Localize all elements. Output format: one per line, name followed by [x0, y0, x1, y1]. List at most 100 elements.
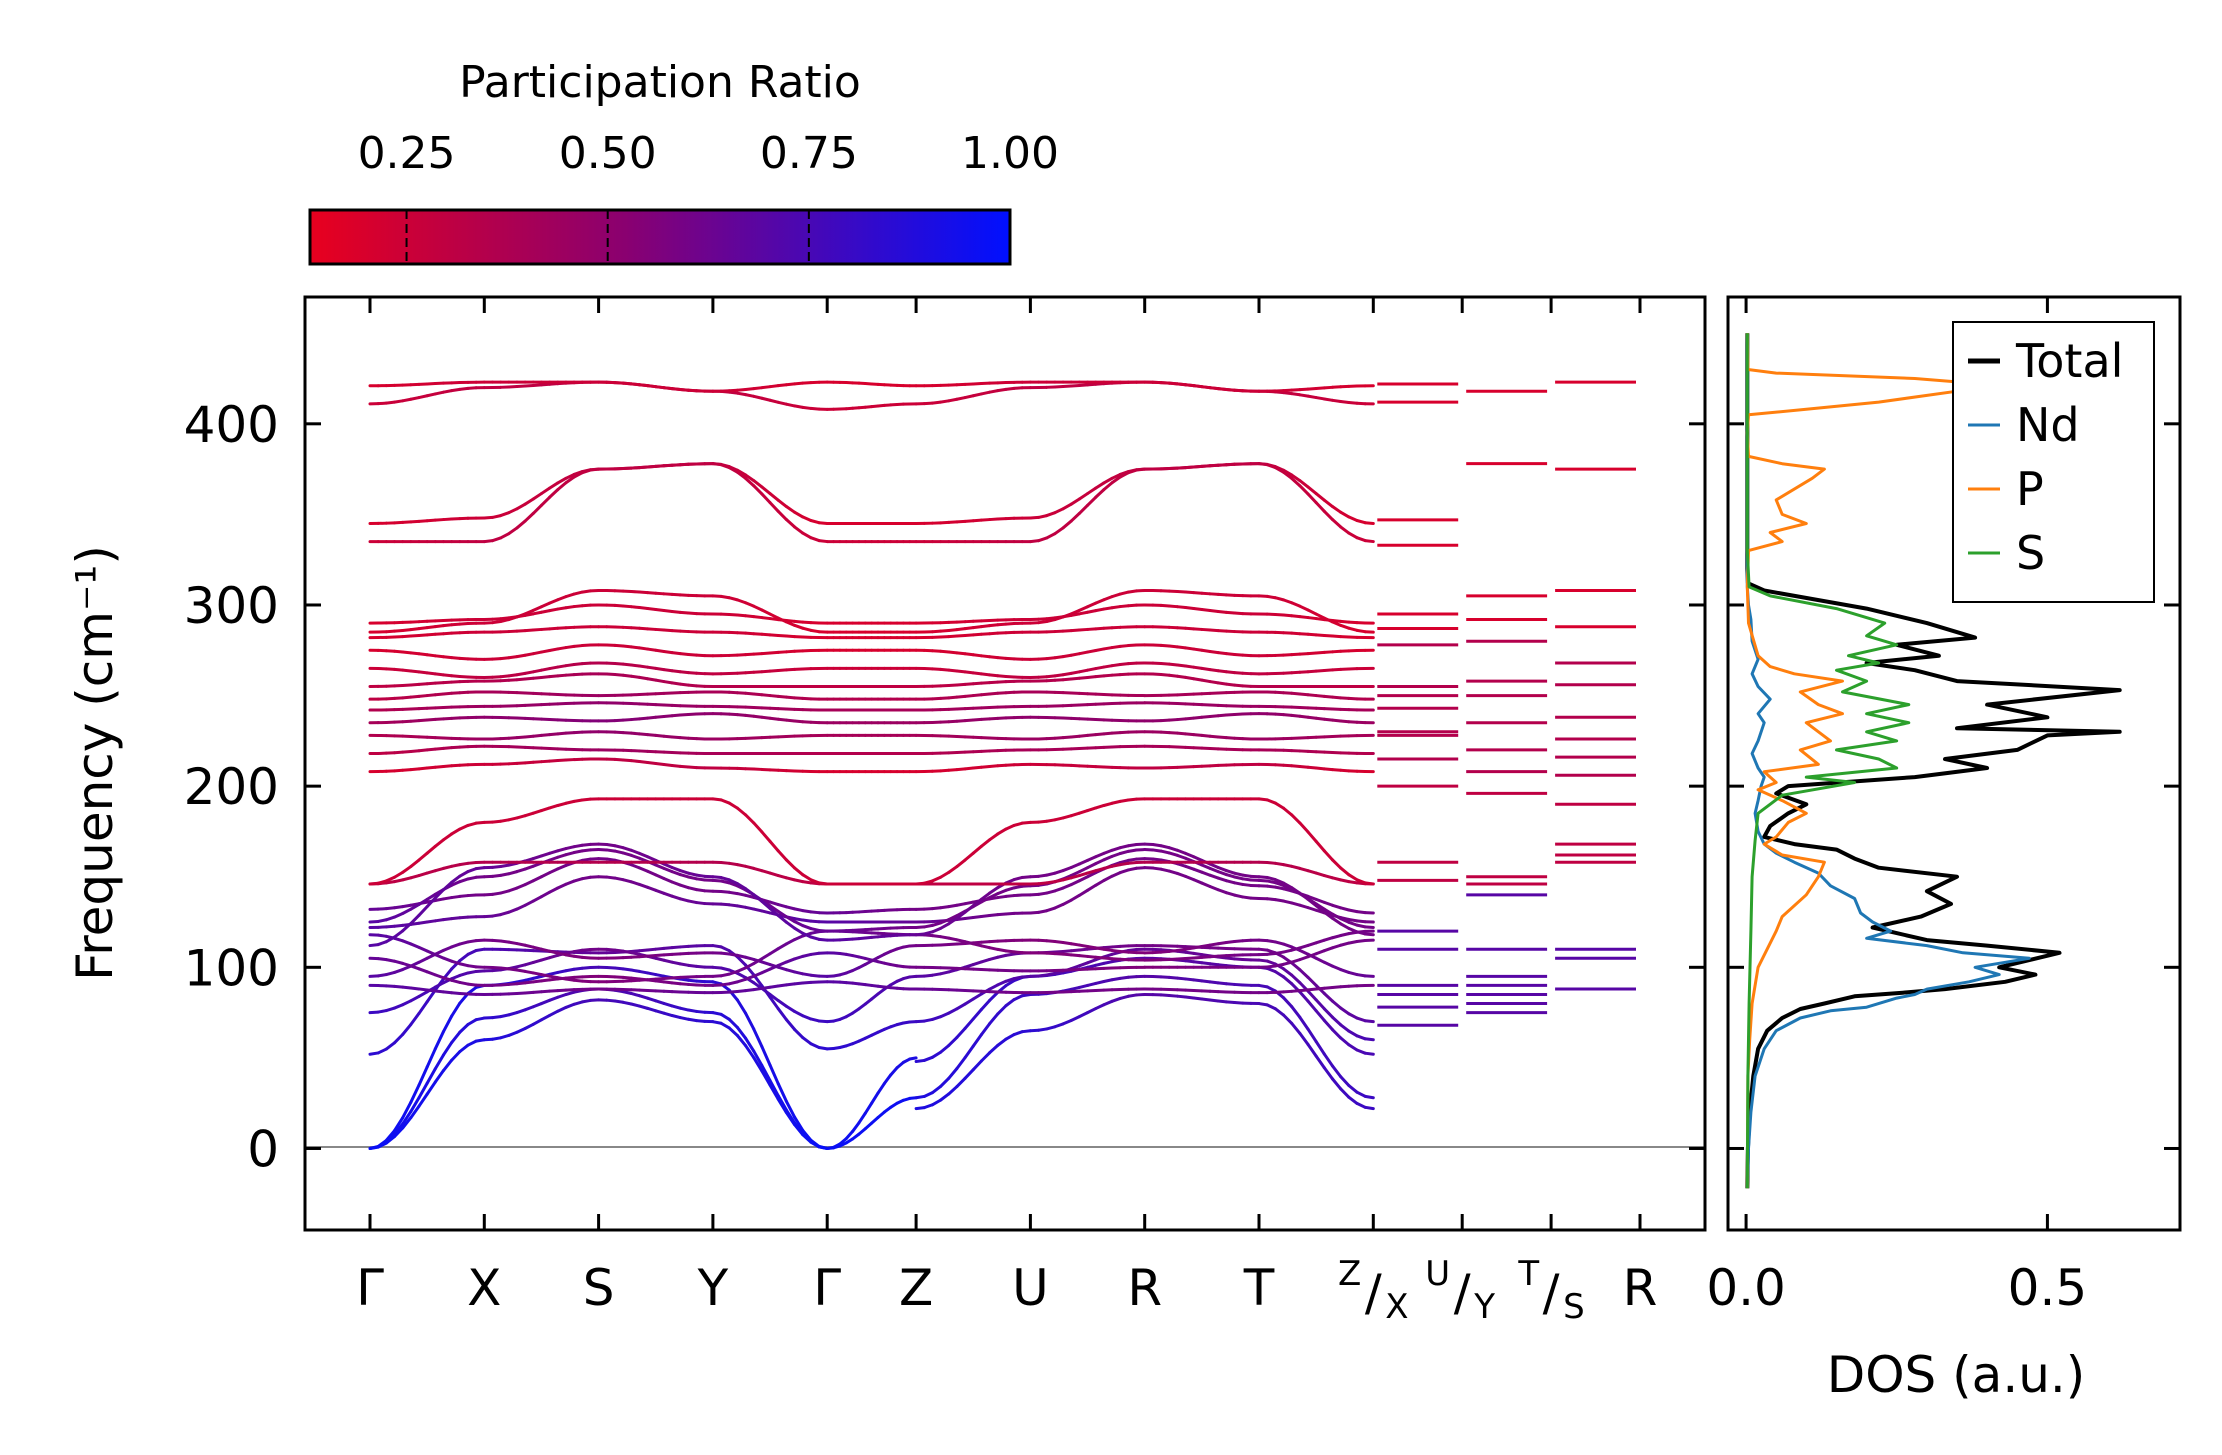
band-segment [1290, 476, 1302, 488]
band-segment [988, 886, 1000, 895]
band-segment [531, 492, 543, 501]
band-segment [409, 1096, 421, 1114]
band-segment [1069, 893, 1081, 902]
band-segment [1347, 1043, 1359, 1052]
k-point-label: T [1243, 1259, 1275, 1317]
band-segment [760, 1063, 772, 1083]
band-segment [515, 502, 527, 511]
band-segment [392, 1122, 405, 1136]
band-segment [392, 1116, 405, 1133]
band-band-265 [368, 661, 1375, 679]
band-segment [1069, 1015, 1081, 1022]
band-segment [1330, 999, 1343, 1010]
band-segment [784, 505, 797, 514]
band-segment [1322, 960, 1334, 968]
colorbar-title: Participation Ratio [459, 57, 861, 108]
band-segment [955, 1056, 967, 1071]
band-segment [947, 1085, 959, 1096]
band-segment [744, 1011, 756, 1031]
band-segment [1298, 968, 1310, 979]
band-segment [963, 904, 975, 914]
k-point-label: R [1623, 1259, 1658, 1317]
dos-x-axis-label: DOS (a.u.) [1827, 1346, 2086, 1404]
band-segment [776, 913, 788, 924]
band-segment [988, 983, 1000, 991]
k-point-label-bottom: X [1385, 1287, 1408, 1327]
band-segment [523, 899, 535, 907]
band-segment [1281, 1013, 1294, 1025]
band-segment [1339, 1006, 1351, 1016]
band-segment [908, 1056, 918, 1061]
band-segment [971, 1059, 983, 1072]
band-segment [955, 858, 967, 869]
y-tick-label: 300 [184, 577, 279, 635]
band-segment [979, 896, 992, 904]
band-segment [1273, 970, 1285, 979]
band-segment [988, 990, 1000, 1002]
band-segment [844, 1129, 855, 1141]
band-segment [996, 827, 1008, 836]
dos-plot-frame [1726, 295, 2182, 1232]
band-segment [1339, 1075, 1351, 1087]
band-segment [947, 1067, 959, 1080]
band-segment [1306, 975, 1318, 987]
band-band-345 [368, 462, 1375, 525]
band-segment [768, 1063, 780, 1086]
band-segment [955, 1002, 967, 1011]
band-segment [1314, 902, 1326, 911]
band-segment [1053, 526, 1065, 536]
band-segment [744, 473, 756, 483]
band-segment [752, 893, 764, 903]
band-segment [979, 1051, 992, 1063]
band-segment [1086, 883, 1098, 892]
band-segment [1306, 492, 1318, 505]
band-segment [1077, 492, 1090, 501]
band-segment [955, 910, 967, 920]
band-segment [433, 1069, 445, 1084]
band-segment [409, 1104, 421, 1120]
band-segment [1053, 507, 1065, 515]
dos-axes: 0.0 0.5 [1706, 297, 2180, 1317]
band-segment [1339, 1036, 1351, 1047]
band-segment [409, 902, 421, 911]
band-segment [1306, 999, 1318, 1013]
band-segment [1314, 1009, 1326, 1022]
band-segment [1045, 532, 1057, 540]
band-segment [523, 879, 535, 887]
band-segment [768, 492, 780, 502]
band-segment [955, 1026, 967, 1039]
band-segment [801, 1036, 813, 1046]
band-segment [425, 844, 437, 855]
band-segment [1102, 476, 1114, 485]
k-point-label: Γ [356, 1259, 384, 1317]
band-segment [1322, 509, 1334, 522]
band-segment [433, 1053, 445, 1071]
band-segment [1322, 991, 1334, 1003]
band-segment [784, 1018, 797, 1031]
band-segment [870, 1091, 880, 1105]
band-segment [793, 1123, 805, 1137]
band-segment [744, 1044, 756, 1060]
band-segment [1298, 821, 1310, 834]
band-segment [417, 990, 429, 998]
band-segment [433, 981, 445, 989]
band-segment [1281, 975, 1294, 986]
band-segment [523, 497, 535, 506]
band-segment [776, 1097, 788, 1115]
band-segment [1347, 1012, 1359, 1020]
band-segment [768, 947, 780, 956]
band-segment [776, 498, 788, 509]
band-segment [433, 1030, 445, 1051]
band-segment [1077, 1011, 1090, 1019]
k-point-label-bottom: S [1563, 1287, 1585, 1327]
band-segment [441, 1058, 454, 1073]
band-segment [1094, 488, 1106, 499]
band-acoustic-1 [368, 965, 829, 1150]
band-segment [979, 838, 992, 848]
band-segment [1363, 539, 1375, 544]
band-acoustic-5 [825, 1056, 918, 1150]
band-band-248 [368, 690, 1375, 701]
flat-band-segment-1 [1466, 389, 1548, 1015]
band-segment [996, 1004, 1008, 1016]
colorbar: Participation Ratio 0.25 0.50 0.75 1.00 [308, 57, 1059, 266]
